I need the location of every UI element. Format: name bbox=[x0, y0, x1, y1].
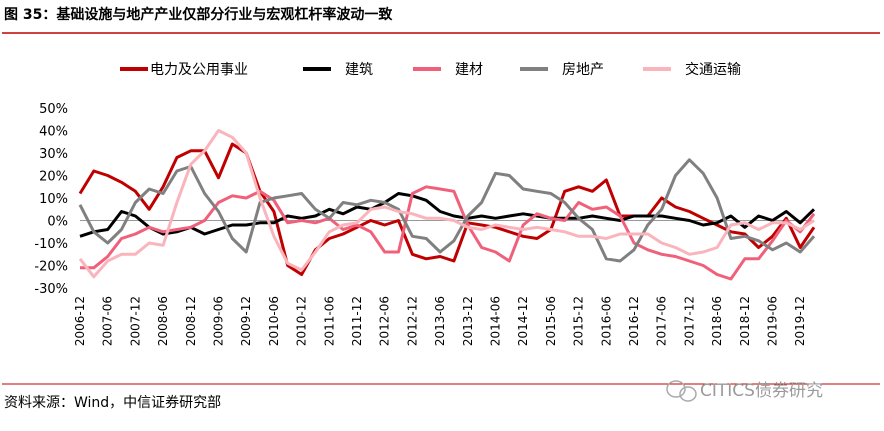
x-tick-label: 2015-12 bbox=[572, 296, 586, 346]
legend-label: 建材 bbox=[455, 62, 483, 78]
legend-label: 建筑 bbox=[345, 62, 373, 78]
y-tick-label: 0% bbox=[47, 215, 68, 230]
y-tick-label: -10% bbox=[34, 237, 68, 252]
x-tick-label: 2018-12 bbox=[738, 296, 752, 346]
x-tick-label: 2019-06 bbox=[765, 296, 779, 346]
x-tick-label: 2016-06 bbox=[599, 296, 613, 346]
x-tick-label: 2013-06 bbox=[433, 296, 447, 346]
y-tick-label: 20% bbox=[39, 170, 68, 185]
x-tick-label: 2007-06 bbox=[101, 296, 115, 346]
legend-label: 交通运输 bbox=[685, 61, 741, 78]
x-tick-label: 2011-12 bbox=[350, 296, 364, 346]
x-tick-label: 2014-06 bbox=[488, 296, 502, 346]
x-tick-label: 2010-06 bbox=[267, 296, 281, 346]
series-line bbox=[78, 142, 816, 276]
watermark-icon bbox=[666, 380, 697, 402]
x-tick-label: 2009-06 bbox=[211, 296, 225, 346]
legend-label: 房地产 bbox=[562, 62, 604, 78]
x-tick-label: 2010-12 bbox=[295, 296, 309, 346]
x-tick-label: 2017-12 bbox=[682, 296, 696, 346]
x-tick-label: 2011-06 bbox=[322, 296, 336, 346]
y-tick-label: 10% bbox=[39, 192, 68, 207]
x-tick-label: 2009-12 bbox=[239, 296, 253, 346]
x-tick-label: 2012-06 bbox=[378, 296, 392, 346]
y-tick-label: 40% bbox=[39, 125, 68, 140]
x-tick-label: 2015-06 bbox=[544, 296, 558, 346]
y-tick-label: 30% bbox=[39, 147, 68, 162]
series-line bbox=[78, 129, 815, 279]
legend-label: 电力及公用事业 bbox=[150, 62, 248, 78]
series-line bbox=[80, 185, 816, 281]
x-tick-label: 2008-06 bbox=[156, 296, 170, 346]
series-line bbox=[79, 192, 816, 238]
x-tick-label: 2012-12 bbox=[405, 296, 419, 346]
y-tick-label: 50% bbox=[39, 102, 68, 117]
series-line bbox=[78, 158, 816, 263]
x-tick-label: 2013-12 bbox=[461, 296, 475, 346]
chart-title: 图 35：基础设施与地产产业仅部分行业与宏观杠杆率波动一致 bbox=[4, 6, 393, 23]
x-tick-label: 2007-12 bbox=[128, 296, 142, 346]
x-tick-label: 2016-12 bbox=[627, 296, 641, 346]
x-tick-label: 2017-06 bbox=[655, 296, 669, 346]
watermark: CITICS债券研究 bbox=[700, 381, 823, 401]
source: 资料来源：Wind，中信证券研究部 bbox=[4, 395, 221, 411]
x-tick-label: 2014-12 bbox=[516, 296, 530, 346]
y-tick-label: -30% bbox=[34, 282, 68, 297]
x-tick-label: 2018-06 bbox=[710, 296, 724, 346]
x-tick-label: 2006-12 bbox=[73, 296, 87, 346]
x-tick-label: 2019-12 bbox=[793, 296, 807, 346]
y-tick-label: -20% bbox=[34, 260, 68, 275]
x-tick-label: 2008-12 bbox=[184, 296, 198, 346]
